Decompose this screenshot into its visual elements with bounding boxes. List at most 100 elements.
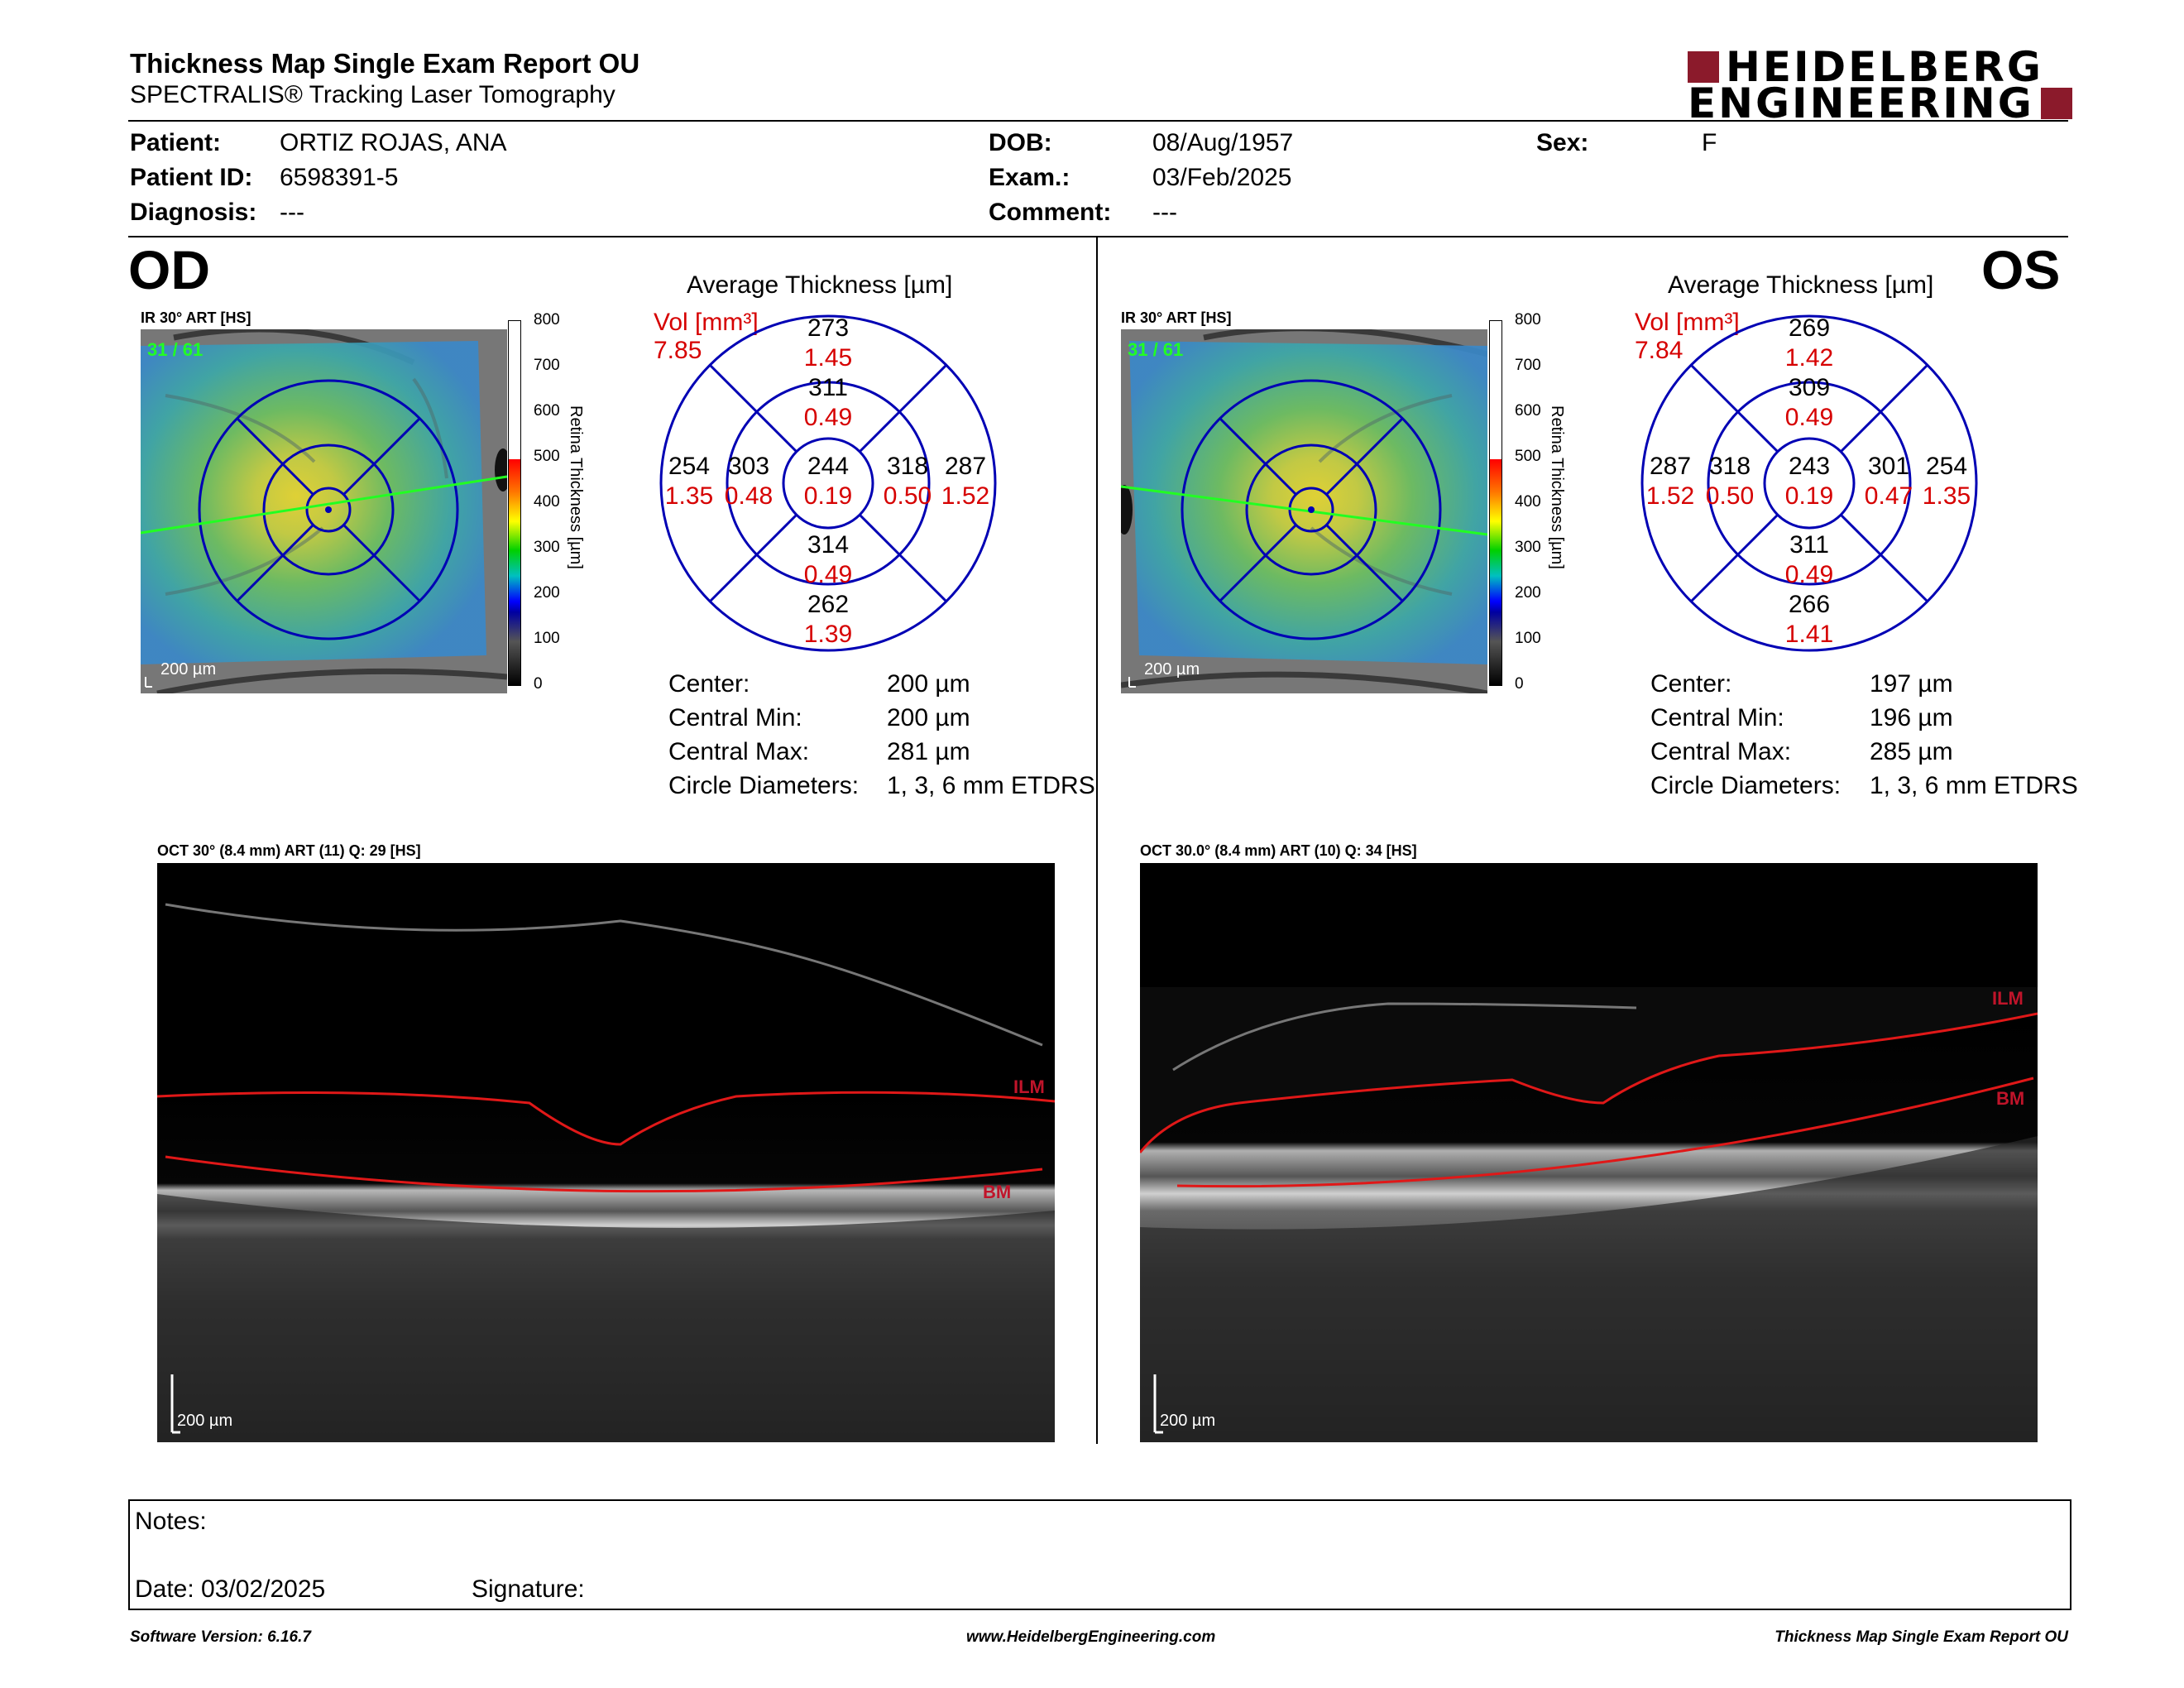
- os-ilm-label: ILM: [1992, 988, 2024, 1009]
- od-outer-sup-volume: 1.45: [804, 344, 852, 372]
- od-center-thickness: 244: [807, 453, 849, 480]
- od-outer-sup-thickness: 273: [807, 314, 849, 342]
- od-circle-diameters-label: Circle Diameters:: [668, 772, 860, 799]
- scale-tick: 300: [1515, 539, 1541, 556]
- dob-value: 08/Aug/1957: [1152, 129, 1294, 156]
- os-circle-diameters-value: 1, 3, 6 mm ETDRS: [1870, 772, 2078, 799]
- software-version: Software Version: 6.16.7: [130, 1628, 311, 1646]
- od-outer-right-thickness: 287: [945, 453, 986, 480]
- eye-label-os: OS: [1981, 239, 2061, 300]
- os-outer-sup-thickness: 269: [1789, 314, 1830, 342]
- header-divider: [128, 120, 2068, 122]
- patient-divider: [128, 236, 2068, 237]
- os-oct-label: OCT 30.0° (8.4 mm) ART (10) Q: 34 [HS]: [1140, 842, 1417, 859]
- od-inner-left-volume: 0.48: [725, 482, 773, 510]
- od-volume-label: Vol [mm³]: [654, 309, 759, 336]
- os-average-thickness-title: Average Thickness [µm]: [1668, 271, 1934, 299]
- od-circle-diameters-value: 1, 3, 6 mm ETDRS: [887, 772, 1095, 799]
- os-central-min-value: 196 µm: [1870, 704, 1953, 731]
- scale-tick: 100: [534, 630, 560, 647]
- os-volume-value: 7.84: [1635, 337, 1684, 364]
- os-color-scale: [1489, 320, 1502, 686]
- od-center-value: 200 µm: [887, 670, 970, 698]
- scale-tick: 800: [1515, 311, 1541, 328]
- os-outer-right-volume: 1.35: [1923, 482, 1971, 510]
- os-circle-diameters-label: Circle Diameters:: [1650, 772, 1842, 799]
- os-central-max-label: Central Max:: [1650, 738, 1792, 765]
- od-oct-scalebar: 200 µm: [177, 1412, 232, 1430]
- os-outer-inf-thickness: 266: [1789, 591, 1830, 618]
- od-inner-sup-volume: 0.49: [804, 404, 852, 431]
- scale-tick: 200: [1515, 584, 1541, 602]
- notes-box[interactable]: Notes: Date: 03/02/2025 Signature:: [128, 1499, 2071, 1610]
- os-inner-sup-thickness: 309: [1789, 374, 1830, 401]
- od-bm-label: BM: [983, 1182, 1011, 1202]
- os-center-volume: 0.19: [1785, 482, 1833, 510]
- od-ir-label: IR 30° ART [HS]: [141, 309, 251, 326]
- sex-label: Sex:: [1536, 129, 1589, 156]
- date-label: Date: 03/02/2025: [135, 1575, 326, 1603]
- diagnosis-value: ---: [280, 199, 304, 226]
- od-center-volume: 0.19: [804, 482, 852, 510]
- od-average-thickness-title: Average Thickness [µm]: [687, 271, 953, 299]
- od-central-min-label: Central Min:: [668, 704, 802, 731]
- notes-label: Notes:: [135, 1508, 207, 1535]
- os-oct-scalebar: 200 µm: [1160, 1412, 1215, 1430]
- od-ir-count: 31 / 61: [147, 339, 203, 360]
- comment-label: Comment:: [989, 199, 1112, 226]
- exam-value: 03/Feb/2025: [1152, 164, 1292, 191]
- os-ir-scalebar: 200 µm: [1144, 660, 1200, 679]
- os-central-min-label: Central Min:: [1650, 704, 1784, 731]
- od-inner-inf-thickness: 314: [807, 531, 849, 559]
- os-inner-sup-volume: 0.49: [1785, 404, 1833, 431]
- report-title: Thickness Map Single Exam Report OU: [130, 48, 640, 79]
- heidelberg-logo: HEIDELBERG: [1688, 46, 2043, 88]
- report-subtitle: SPECTRALIS® Tracking Laser Tomography: [130, 81, 615, 108]
- os-outer-inf-volume: 1.41: [1785, 621, 1833, 648]
- os-oct-bscan: ILM BM 200 µm: [1140, 863, 2038, 1442]
- patient-label: Patient:: [130, 129, 222, 156]
- od-fundus-thickness-map: 31 / 61 200 µm: [141, 329, 507, 693]
- scale-tick: 500: [534, 448, 560, 465]
- od-outer-left-volume: 1.35: [665, 482, 713, 510]
- logo-square-icon: [2040, 88, 2072, 119]
- od-oct-bscan: ILM BM 200 µm: [157, 863, 1055, 1442]
- od-outer-right-volume: 1.52: [941, 482, 989, 510]
- os-scale-title: Retina Thickness [µm]: [1548, 405, 1566, 569]
- od-outer-inf-thickness: 262: [807, 591, 849, 618]
- os-ir-label: IR 30° ART [HS]: [1121, 309, 1232, 326]
- patient-id-value: 6598391-5: [280, 164, 399, 191]
- os-volume-label: Vol [mm³]: [1635, 309, 1740, 336]
- dob-label: DOB:: [989, 129, 1052, 156]
- sex-value: F: [1702, 129, 1717, 156]
- os-outer-right-thickness: 254: [1926, 453, 1967, 480]
- od-scale-title: Retina Thickness [µm]: [567, 405, 585, 569]
- od-outer-left-thickness: 254: [668, 453, 710, 480]
- od-central-max-value: 281 µm: [887, 738, 970, 765]
- od-inner-left-thickness: 303: [728, 453, 769, 480]
- diagnosis-label: Diagnosis:: [130, 199, 257, 226]
- website-link[interactable]: www.HeidelbergEngineering.com: [966, 1628, 1216, 1646]
- os-inner-inf-volume: 0.49: [1785, 561, 1833, 588]
- logo-line2: ENGINEERING: [1688, 79, 2034, 127]
- os-outer-left-thickness: 287: [1650, 453, 1691, 480]
- scale-tick: 800: [534, 311, 560, 328]
- footer-report-title: Thickness Map Single Exam Report OU: [1774, 1628, 2068, 1646]
- od-color-scale: [508, 320, 521, 686]
- od-ir-scalebar: 200 µm: [160, 660, 216, 679]
- od-inner-right-thickness: 318: [887, 453, 928, 480]
- scale-tick: 400: [534, 493, 560, 511]
- os-outer-left-volume: 1.52: [1646, 482, 1694, 510]
- scale-tick: 700: [534, 357, 560, 374]
- eye-divider: [1096, 237, 1098, 1444]
- scale-tick: 600: [1515, 402, 1541, 420]
- os-ir-count: 31 / 61: [1128, 339, 1183, 360]
- os-bm-label: BM: [1996, 1088, 2024, 1109]
- signature-label: Signature:: [472, 1575, 585, 1603]
- os-inner-right-thickness: 301: [1868, 453, 1909, 480]
- patient-value: ORTIZ ROJAS, ANA: [280, 129, 507, 156]
- scale-tick: 100: [1515, 630, 1541, 647]
- logo-square-icon: [1688, 51, 1719, 83]
- os-inner-right-volume: 0.47: [1865, 482, 1913, 510]
- scale-tick: 500: [1515, 448, 1541, 465]
